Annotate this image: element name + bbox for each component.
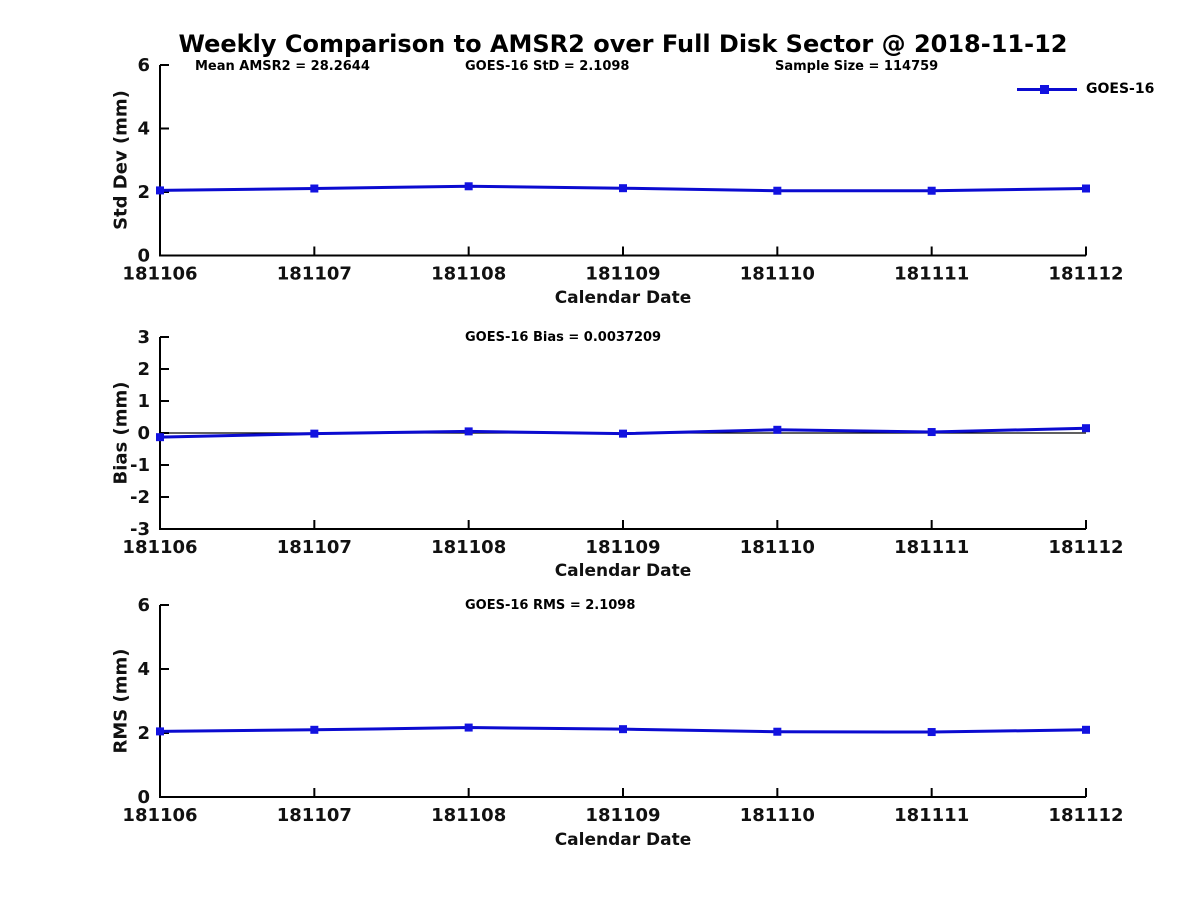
data-marker-goes16 [464,427,473,436]
y-tick-label: -3 [130,519,150,540]
legend-marker [1040,84,1049,94]
annotation-goes16-bias: GOES-16 Bias = 0.0037209 [465,330,662,345]
x-tick-label: 181111 [894,805,969,826]
annotation-sample-size: Sample Size = 114759 [775,59,939,74]
legend-label: GOES-16 [1086,81,1155,97]
data-marker-goes16 [156,727,164,736]
y-tick-label: -1 [130,455,150,476]
annotation-goes16-rms: GOES-16 RMS = 2.1098 [465,598,636,613]
ylabel-std-dev: Std Dev (mm) [110,90,132,230]
data-marker-goes16 [773,186,782,195]
data-marker-goes16 [773,425,782,434]
data-marker-goes16 [927,428,936,437]
x-tick-label: 181107 [277,805,352,826]
axis-frame [159,605,1086,798]
x-tick-label: 181111 [894,264,969,285]
y-tick-label: 1 [137,391,150,412]
y-tick-label: 4 [137,119,150,140]
x-tick-label: 181110 [740,805,815,826]
xlabel-calendar-date-1: Calendar Date [554,288,692,308]
axis-frame [159,65,1086,257]
data-marker-goes16 [464,182,473,191]
data-marker-goes16 [773,727,782,736]
legend: GOES-16 [1017,81,1154,97]
x-tick-label: 181112 [1048,537,1123,558]
data-marker-goes16 [464,723,473,732]
xlabel-calendar-date-2: Calendar Date [554,561,692,581]
x-tick-label: 181112 [1048,264,1123,285]
x-tick-label: 181106 [122,537,197,558]
data-marker-goes16 [1082,424,1090,433]
y-tick-label: 2 [137,359,150,380]
x-tick-label: 181109 [585,264,660,285]
data-marker-goes16 [619,184,627,193]
ylabel-rms: RMS (mm) [110,648,132,754]
x-tick-label: 181110 [740,264,815,285]
figure-title: Weekly Comparison to AMSR2 over Full Dis… [178,30,1068,58]
data-marker-goes16 [310,725,319,734]
annotation-mean-amsr2: Mean AMSR2 = 28.2644 [195,59,370,74]
x-tick-label: 181107 [277,537,352,558]
legend-line-sample [1017,84,1077,94]
data-marker-goes16 [619,429,627,438]
y-tick-label: 4 [137,659,150,680]
x-tick-label: 181110 [740,537,815,558]
y-tick-label: 0 [137,423,150,444]
x-tick-label: 181108 [431,264,506,285]
data-marker-goes16 [927,728,936,737]
data-marker-goes16 [619,725,627,734]
x-tick-label: 181106 [122,264,197,285]
data-marker-goes16 [1082,184,1090,193]
data-marker-goes16 [310,429,319,438]
xlabel-calendar-date-3: Calendar Date [554,830,692,850]
y-tick-label: 2 [137,182,150,203]
y-tick-label: 0 [137,787,150,808]
y-tick-label: 0 [137,246,150,267]
data-marker-goes16 [1082,725,1090,734]
x-tick-label: 181111 [894,537,969,558]
y-tick-label: 6 [137,595,150,616]
data-marker-goes16 [927,186,936,195]
y-tick-label: -2 [130,487,150,508]
x-tick-label: 181108 [431,805,506,826]
x-tick-label: 181109 [585,805,660,826]
x-tick-label: 181109 [585,537,660,558]
y-tick-label: 6 [137,55,150,76]
y-tick-label: 2 [137,723,150,744]
x-tick-label: 181107 [277,264,352,285]
data-marker-goes16 [156,186,164,195]
annotation-goes16-std: GOES-16 StD = 2.1098 [465,59,630,74]
x-tick-label: 181108 [431,537,506,558]
ylabel-bias: Bias (mm) [110,381,132,485]
y-tick-label: 3 [137,327,150,348]
data-marker-goes16 [310,184,319,193]
data-marker-goes16 [156,433,164,442]
x-tick-label: 181106 [122,805,197,826]
x-tick-label: 181112 [1048,805,1123,826]
